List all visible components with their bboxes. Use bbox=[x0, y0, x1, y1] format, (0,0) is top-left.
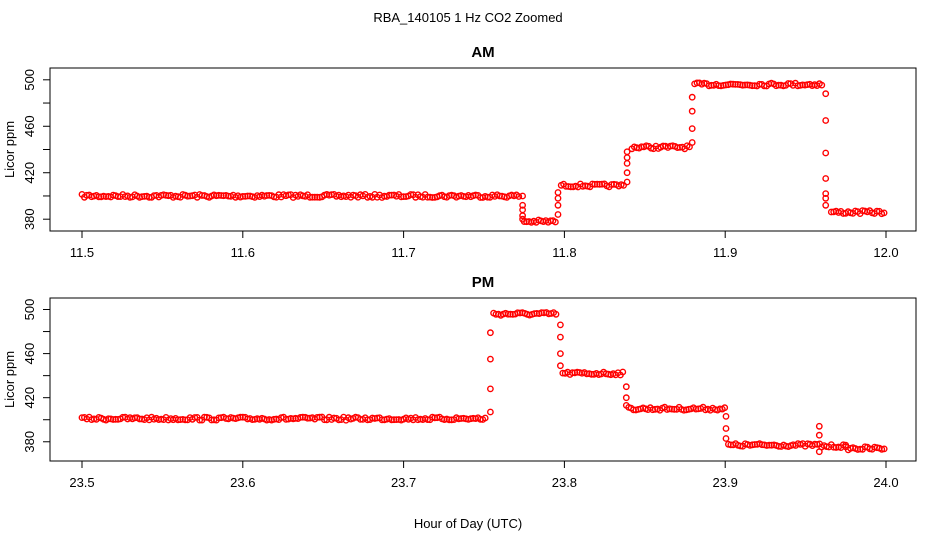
am-panel-title: AM bbox=[471, 44, 494, 61]
data-point bbox=[815, 448, 823, 456]
am-x-tick-label: 11.8 bbox=[552, 245, 576, 260]
data-point bbox=[822, 117, 830, 124]
data-point bbox=[486, 385, 494, 393]
data-point bbox=[815, 422, 823, 430]
pm-y-axis-label: Licor ppm bbox=[2, 351, 17, 408]
data-point bbox=[688, 107, 696, 115]
data-point bbox=[620, 181, 627, 189]
data-point bbox=[688, 125, 696, 133]
data-point bbox=[815, 431, 823, 439]
data-point bbox=[519, 192, 526, 200]
data-point bbox=[407, 191, 415, 198]
data-point bbox=[619, 368, 627, 376]
data-point bbox=[519, 201, 526, 209]
pm-data-points bbox=[78, 309, 888, 456]
am-x-tick-label: 11.7 bbox=[391, 245, 415, 260]
data-point bbox=[557, 321, 564, 329]
am-plot-frame bbox=[49, 67, 917, 232]
am-y-tick-label: 460 bbox=[22, 115, 37, 137]
data-point bbox=[818, 81, 826, 89]
data-point bbox=[623, 154, 631, 162]
data-point bbox=[515, 193, 523, 200]
data-point bbox=[486, 355, 494, 363]
am-data-points bbox=[78, 79, 888, 226]
data-point bbox=[623, 148, 631, 156]
data-point bbox=[552, 310, 560, 318]
am-x-tick-label: 12.0 bbox=[873, 245, 898, 260]
pm-x-tick-label: 23.6 bbox=[230, 475, 255, 490]
data-point bbox=[880, 209, 888, 217]
pm-x-tick-label: 23.5 bbox=[69, 475, 94, 490]
pm-y-tick-label: 420 bbox=[22, 387, 37, 409]
pm-y-tick-label: 380 bbox=[22, 431, 37, 453]
am-x-tick-label: 11.5 bbox=[70, 245, 94, 260]
panel-pm: PM 23.5 23.6 23.7 23.8 23.9 24.0 380 420 460 500 Li… bbox=[2, 274, 917, 490]
data-point bbox=[721, 404, 729, 412]
data-point bbox=[486, 329, 494, 337]
data-point bbox=[822, 190, 830, 198]
data-point bbox=[554, 189, 562, 196]
data-point bbox=[623, 169, 631, 177]
am-x-tick-label: 11.9 bbox=[713, 245, 737, 260]
figure-title: RBA_140105 1 Hz CO2 Zoomed bbox=[373, 10, 562, 25]
data-point bbox=[880, 445, 888, 453]
data-point bbox=[519, 215, 526, 223]
pm-y-tick-label: 460 bbox=[22, 343, 37, 365]
pm-x-tick-label: 24.0 bbox=[873, 475, 898, 490]
data-point bbox=[822, 194, 830, 202]
data-point bbox=[486, 408, 494, 416]
panel-am: AM 11.5 11.6 11.7 11.8 11.9 12.0 380 420 460 500 Li… bbox=[2, 44, 917, 260]
data-point bbox=[688, 93, 696, 101]
data-point bbox=[519, 212, 526, 220]
data-point bbox=[554, 201, 562, 209]
data-point bbox=[822, 201, 830, 209]
data-point bbox=[623, 178, 631, 186]
data-point bbox=[519, 206, 526, 214]
data-point bbox=[622, 401, 630, 409]
am-y-tick-label: 380 bbox=[22, 208, 37, 230]
pm-y-tick-label: 500 bbox=[22, 299, 37, 321]
data-point bbox=[481, 414, 489, 422]
data-point bbox=[557, 362, 564, 370]
data-point bbox=[554, 194, 562, 202]
data-point bbox=[722, 412, 730, 420]
am-x-tick-label: 11.6 bbox=[231, 245, 255, 260]
data-point bbox=[622, 383, 630, 391]
data-point bbox=[822, 149, 830, 157]
am-y-tick-label: 500 bbox=[22, 69, 37, 91]
data-point bbox=[822, 90, 830, 98]
data-point bbox=[622, 394, 630, 402]
pm-x-tick-label: 23.7 bbox=[391, 475, 416, 490]
am-y-tick-label: 420 bbox=[22, 162, 37, 184]
data-point bbox=[196, 416, 204, 424]
pm-panel-title: PM bbox=[472, 274, 495, 291]
pm-plot-frame bbox=[49, 297, 917, 462]
am-y-axis-label: Licor ppm bbox=[2, 121, 17, 178]
data-point bbox=[554, 211, 562, 218]
pm-x-tick-label: 23.9 bbox=[713, 475, 738, 490]
data-point bbox=[552, 218, 559, 226]
data-point bbox=[557, 333, 564, 341]
data-point bbox=[557, 350, 564, 357]
pm-x-tick-label: 23.8 bbox=[552, 475, 577, 490]
data-point bbox=[688, 139, 696, 146]
data-point bbox=[722, 425, 730, 432]
data-point bbox=[623, 159, 631, 167]
data-point bbox=[822, 175, 830, 182]
figure-x-axis-label: Hour of Day (UTC) bbox=[414, 516, 522, 531]
data-point bbox=[722, 435, 730, 442]
